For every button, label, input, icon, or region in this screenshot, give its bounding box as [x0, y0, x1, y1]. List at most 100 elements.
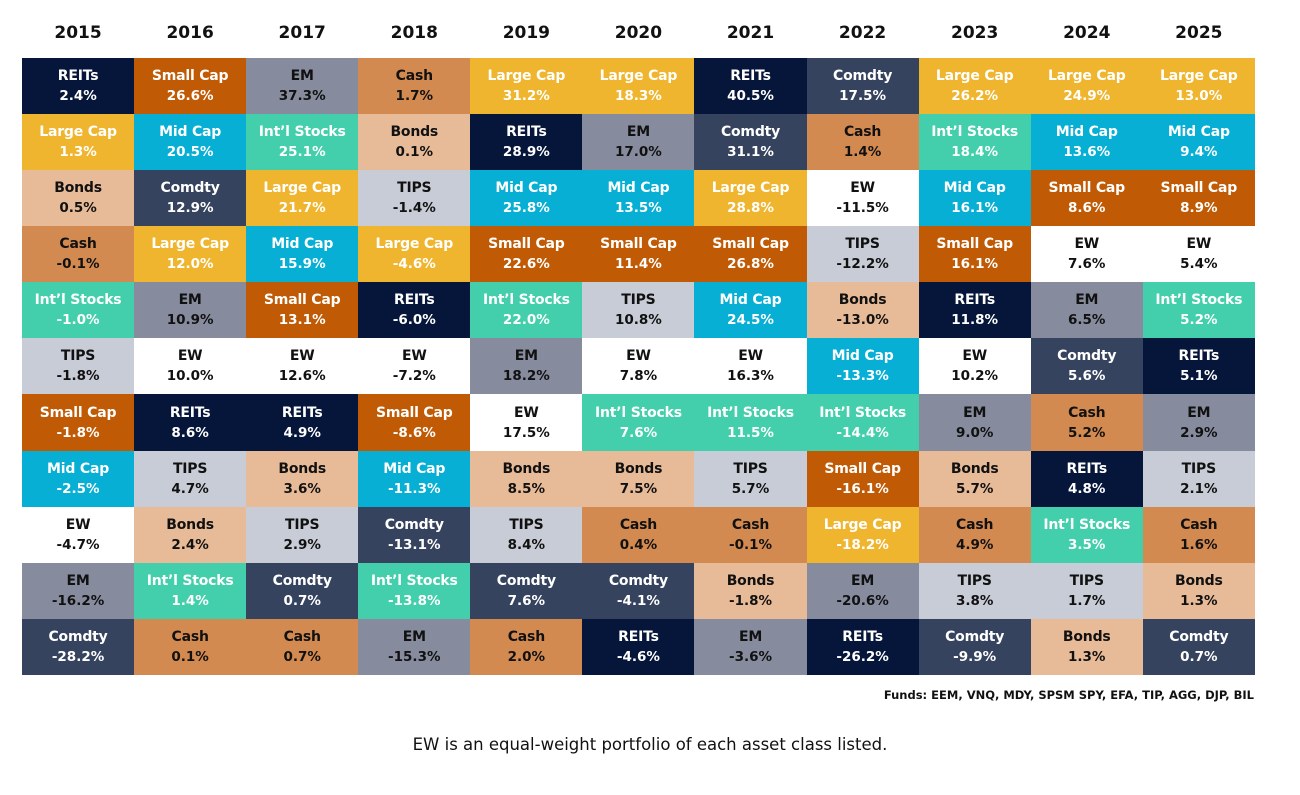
cell-2023-tips: TIPS 3.8% — [918, 562, 1031, 619]
year-column-2025: Large Cap 13.0% Mid Cap 9.4% Small Cap 8.9% EW… — [1142, 58, 1255, 675]
asset-return: 4.8% — [1068, 480, 1106, 497]
asset-name: Comdty — [1169, 628, 1229, 645]
asset-name: Mid Cap — [47, 460, 110, 477]
asset-name: Small Cap — [263, 292, 341, 309]
asset-name: EW — [1186, 236, 1212, 253]
asset-return: -7.2% — [392, 368, 436, 385]
asset-name: EW — [1074, 236, 1100, 253]
cell-2022-tips: TIPS -12.2% — [806, 226, 919, 283]
cell-2016-em: EM 10.9% — [134, 282, 247, 339]
asset-return: 22.0% — [502, 312, 550, 329]
cell-2023-em: EM 9.0% — [918, 394, 1031, 451]
asset-name: Int’l Stocks — [595, 404, 682, 421]
cell-2017-em: EM 37.3% — [246, 58, 359, 115]
asset-name: Int’l Stocks — [819, 404, 906, 421]
asset-return: -13.8% — [388, 592, 441, 609]
asset-return: 11.4% — [615, 256, 662, 273]
cell-2015-bonds: Bonds 0.5% — [22, 170, 135, 227]
cell-2023-int-l-stocks: Int’l Stocks 18.4% — [918, 114, 1031, 171]
asset-name: EM — [1187, 404, 1211, 421]
asset-return: -13.3% — [836, 368, 889, 385]
asset-return: 31.1% — [727, 144, 774, 161]
asset-return: -16.2% — [51, 592, 105, 609]
asset-return: 0.7% — [283, 592, 321, 609]
asset-return: 8.9% — [1180, 200, 1218, 217]
cell-2025-bonds: Bonds 1.3% — [1142, 562, 1255, 619]
asset-name: Bonds — [1062, 628, 1111, 645]
cell-2021-cash: Cash -0.1% — [694, 506, 807, 563]
cell-2018-mid-cap: Mid Cap -11.3% — [358, 450, 471, 507]
year-label-2025: 2025 — [1175, 23, 1223, 43]
asset-name: REITs — [281, 404, 323, 421]
cell-2018-int-l-stocks: Int’l Stocks -13.8% — [358, 562, 471, 619]
year-label-2021: 2021 — [726, 23, 775, 43]
cell-2015-tips: TIPS -1.8% — [22, 338, 135, 395]
funds-note: Funds: EEM, VNQ, MDY, SPSM SPY, EFA, TIP… — [883, 688, 1254, 702]
asset-name: EM — [626, 124, 650, 141]
cell-2019-comdty: Comdty 7.6% — [470, 562, 583, 619]
asset-return: 4.9% — [283, 424, 321, 441]
asset-name: Mid Cap — [719, 292, 782, 309]
asset-return: 26.2% — [951, 88, 999, 105]
asset-return: 2.4% — [171, 536, 209, 553]
asset-name: Large Cap — [1047, 68, 1126, 85]
asset-return: 10.8% — [615, 312, 662, 329]
cell-2015-reits: REITs 2.4% — [22, 58, 135, 115]
cell-2022-ew: EW -11.5% — [806, 170, 919, 227]
year-label-2020: 2020 — [614, 23, 663, 43]
cell-2024-large-cap: Large Cap 24.9% — [1030, 58, 1143, 115]
asset-name: Mid Cap — [271, 236, 334, 253]
asset-name: TIPS — [285, 516, 320, 533]
asset-name: Bonds — [950, 460, 999, 477]
asset-name: EW — [289, 348, 315, 365]
asset-return: -1.8% — [728, 592, 773, 609]
asset-name: Comdty — [720, 124, 781, 141]
asset-return: 25.8% — [502, 200, 550, 217]
asset-name: TIPS — [957, 572, 993, 589]
asset-name: Mid Cap — [159, 124, 222, 141]
asset-return: 3.8% — [955, 592, 994, 609]
year-column-2017: EM 37.3% Int’l Stocks 25.1% Large Cap 21.7% Mi… — [246, 58, 359, 675]
asset-class-returns-grid: REITs 2.4% Large Cap 1.3% Bonds 0.5% Cash -0.1%… — [22, 58, 1255, 675]
cell-2019-small-cap: Small Cap 22.6% — [470, 226, 583, 283]
year-column-2021: REITs 40.5% Comdty 31.1% Large Cap 28.8% Small… — [694, 58, 807, 675]
cell-2021-mid-cap: Mid Cap 24.5% — [694, 282, 807, 339]
asset-return: 5.7% — [731, 480, 770, 497]
asset-return: 5.2% — [1068, 424, 1106, 441]
asset-return: 1.7% — [1068, 592, 1106, 609]
asset-return: 7.6% — [1068, 256, 1106, 273]
asset-name: Large Cap — [375, 236, 454, 253]
asset-name: Cash — [283, 628, 321, 645]
asset-name: REITs — [393, 292, 435, 309]
cell-2017-large-cap: Large Cap 21.7% — [246, 170, 359, 227]
asset-name: Mid Cap — [383, 460, 446, 477]
asset-return: -28.2% — [51, 648, 105, 665]
asset-name: REITs — [169, 404, 211, 421]
cell-2025-small-cap: Small Cap 8.9% — [1142, 170, 1255, 227]
asset-name: Cash — [395, 68, 433, 85]
asset-return: 22.6% — [502, 256, 550, 273]
asset-name: Bonds — [838, 292, 887, 309]
cell-2016-int-l-stocks: Int’l Stocks 1.4% — [134, 562, 247, 619]
asset-return: -11.5% — [836, 200, 889, 217]
asset-return: -20.6% — [836, 592, 889, 609]
asset-return: 5.2% — [1180, 312, 1218, 329]
cell-2018-em: EM -15.3% — [358, 618, 471, 675]
asset-return: 5.1% — [1180, 368, 1218, 385]
asset-name: REITs — [506, 124, 547, 141]
asset-return: 10.2% — [951, 368, 999, 385]
asset-name: EM — [963, 404, 987, 421]
asset-return: -4.7% — [56, 536, 100, 553]
asset-name: TIPS — [60, 348, 96, 365]
asset-name: Bonds — [726, 572, 775, 589]
asset-name: TIPS — [1069, 572, 1105, 589]
asset-return: 11.5% — [727, 424, 774, 441]
asset-return: 8.6% — [171, 424, 209, 441]
year-label-2017: 2017 — [278, 23, 326, 43]
cell-2024-small-cap: Small Cap 8.6% — [1030, 170, 1143, 227]
cell-2020-comdty: Comdty -4.1% — [582, 562, 695, 619]
year-column-2022: Comdty 17.5% Cash 1.4% EW -11.5% TIPS -12.2% Bon… — [806, 58, 919, 675]
cell-2018-comdty: Comdty -13.1% — [358, 506, 471, 563]
cell-2022-comdty: Comdty 17.5% — [806, 58, 919, 115]
cell-2017-bonds: Bonds 3.6% — [246, 450, 359, 507]
